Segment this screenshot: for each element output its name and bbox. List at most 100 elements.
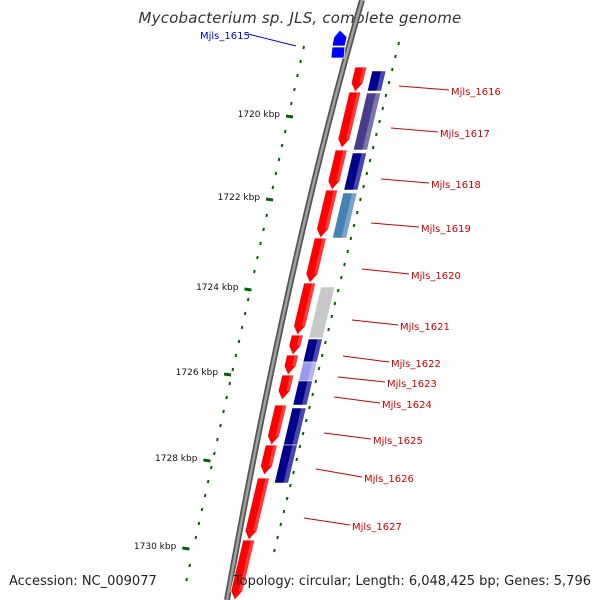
label-leader-line xyxy=(380,178,430,184)
inner-tick-track xyxy=(185,45,305,582)
gene-arrow-shade xyxy=(292,355,299,366)
inner-tick xyxy=(188,563,192,568)
blast-hit-shade xyxy=(341,193,358,238)
gene-arrow-shade xyxy=(238,540,255,591)
gene-label-mjls-1619: Mjls_1619 xyxy=(421,224,471,235)
major-tick xyxy=(182,546,190,551)
label-leader-line xyxy=(398,85,450,91)
outer-tick xyxy=(279,522,283,527)
outer-tick xyxy=(333,301,337,306)
outer-tick xyxy=(375,132,378,137)
gene-arrow-shade xyxy=(359,67,367,83)
gene-label-mjls-1627: Mjls_1627 xyxy=(352,522,402,533)
gene-arrow-shade xyxy=(275,405,287,436)
inner-tick xyxy=(228,381,232,386)
scale-label: 1724 kbp xyxy=(196,283,239,293)
blast-hit xyxy=(352,92,382,151)
blast-hit-shade xyxy=(283,445,298,483)
inner-tick xyxy=(216,437,219,442)
outer-tick xyxy=(301,431,305,436)
gene-arrow-shade xyxy=(313,238,327,274)
label-leader-line xyxy=(315,468,363,478)
gene-label-mjls-1626: Mjls_1626 xyxy=(364,474,414,485)
major-tick xyxy=(203,458,211,463)
label-leader-line xyxy=(303,517,351,526)
inner-tick xyxy=(203,493,207,498)
forward-gene-arrow xyxy=(350,66,368,93)
gene-label-mjls-1615: Mjls_1615 xyxy=(200,31,250,42)
gene-label-mjls-1623: Mjls_1623 xyxy=(387,379,437,390)
gene-arrow-shade xyxy=(301,283,316,326)
outer-tick xyxy=(314,379,318,384)
inner-tick xyxy=(277,157,281,162)
gene-label-mjls-1624: Mjls_1624 xyxy=(382,400,432,411)
outer-tick xyxy=(359,197,362,202)
label-leader-line xyxy=(342,355,390,363)
outer-tick xyxy=(292,470,295,475)
forward-gene-arrow xyxy=(288,334,304,356)
map-title: Mycobacterium sp. JLS, complete genome xyxy=(138,9,462,27)
inner-tick xyxy=(213,451,216,456)
inner-tick xyxy=(197,521,201,526)
gene-arrow-shade xyxy=(268,445,278,466)
outer-tick xyxy=(311,392,314,397)
backbone-light xyxy=(225,0,364,600)
outer-tick xyxy=(308,405,311,410)
blast-hit-shade xyxy=(352,153,367,190)
gene-arrow-shade xyxy=(324,190,338,229)
inner-tick xyxy=(237,339,241,344)
inner-tick xyxy=(262,227,265,232)
gene-arrow-shade xyxy=(296,335,304,346)
label-leader-line xyxy=(351,319,399,326)
inner-tick xyxy=(302,45,305,50)
gene-arrow-shade xyxy=(335,150,348,181)
outer-tick xyxy=(282,509,286,514)
label-leader-group xyxy=(247,33,450,526)
blast-hit-shade xyxy=(376,71,386,91)
major-tick xyxy=(285,114,294,119)
scale-label-group: 1720 kbp 1722 kbp 1724 kbp 1726 kbp 1728 kbp… xyxy=(134,110,294,552)
outer-tick xyxy=(390,67,394,72)
inner-tick xyxy=(253,269,256,274)
label-leader-line xyxy=(370,222,420,228)
blast-hit-track xyxy=(273,70,387,484)
inner-tick xyxy=(265,213,269,218)
outer-tick xyxy=(324,340,327,345)
blast-hit xyxy=(343,152,367,191)
inner-tick xyxy=(246,297,250,302)
outer-tick xyxy=(330,314,334,319)
gene-arrow-shade xyxy=(286,375,295,391)
blast-hit-shade xyxy=(362,93,381,150)
label-leader-line xyxy=(333,396,381,404)
forward-gene-arrow xyxy=(244,477,271,541)
label-leader-line xyxy=(390,127,439,133)
scale-label: 1722 kbp xyxy=(218,193,261,203)
label-leader-line xyxy=(361,268,410,275)
forward-gene-arrow xyxy=(293,282,317,336)
outer-tick xyxy=(346,249,350,254)
reverse-gene-arrow xyxy=(330,46,346,59)
outer-tick xyxy=(387,80,391,85)
inner-tick xyxy=(219,423,222,428)
outer-tick xyxy=(304,418,308,423)
major-tick xyxy=(244,287,252,292)
gene-label-mjls-1622: Mjls_1622 xyxy=(391,359,441,370)
label-leader-line xyxy=(323,432,372,440)
forward-gene-arrow xyxy=(316,189,339,239)
inner-tick xyxy=(290,101,293,106)
outer-tick xyxy=(295,457,299,462)
forward-gene-arrow xyxy=(327,149,348,191)
forward-gene-arrow xyxy=(337,91,362,149)
outer-tick xyxy=(355,210,359,215)
blast-hit-shade xyxy=(301,381,313,405)
outer-tick xyxy=(298,444,302,449)
gene-label-mjls-1621: Mjls_1621 xyxy=(400,322,450,333)
outer-tick xyxy=(339,275,343,280)
outer-tick xyxy=(276,535,279,540)
scale-label: 1726 kbp xyxy=(176,368,219,378)
forward-gene-arrow xyxy=(230,539,256,600)
forward-gene-arrow xyxy=(305,237,327,284)
blast-hit xyxy=(332,192,358,239)
inner-tick xyxy=(256,255,259,260)
